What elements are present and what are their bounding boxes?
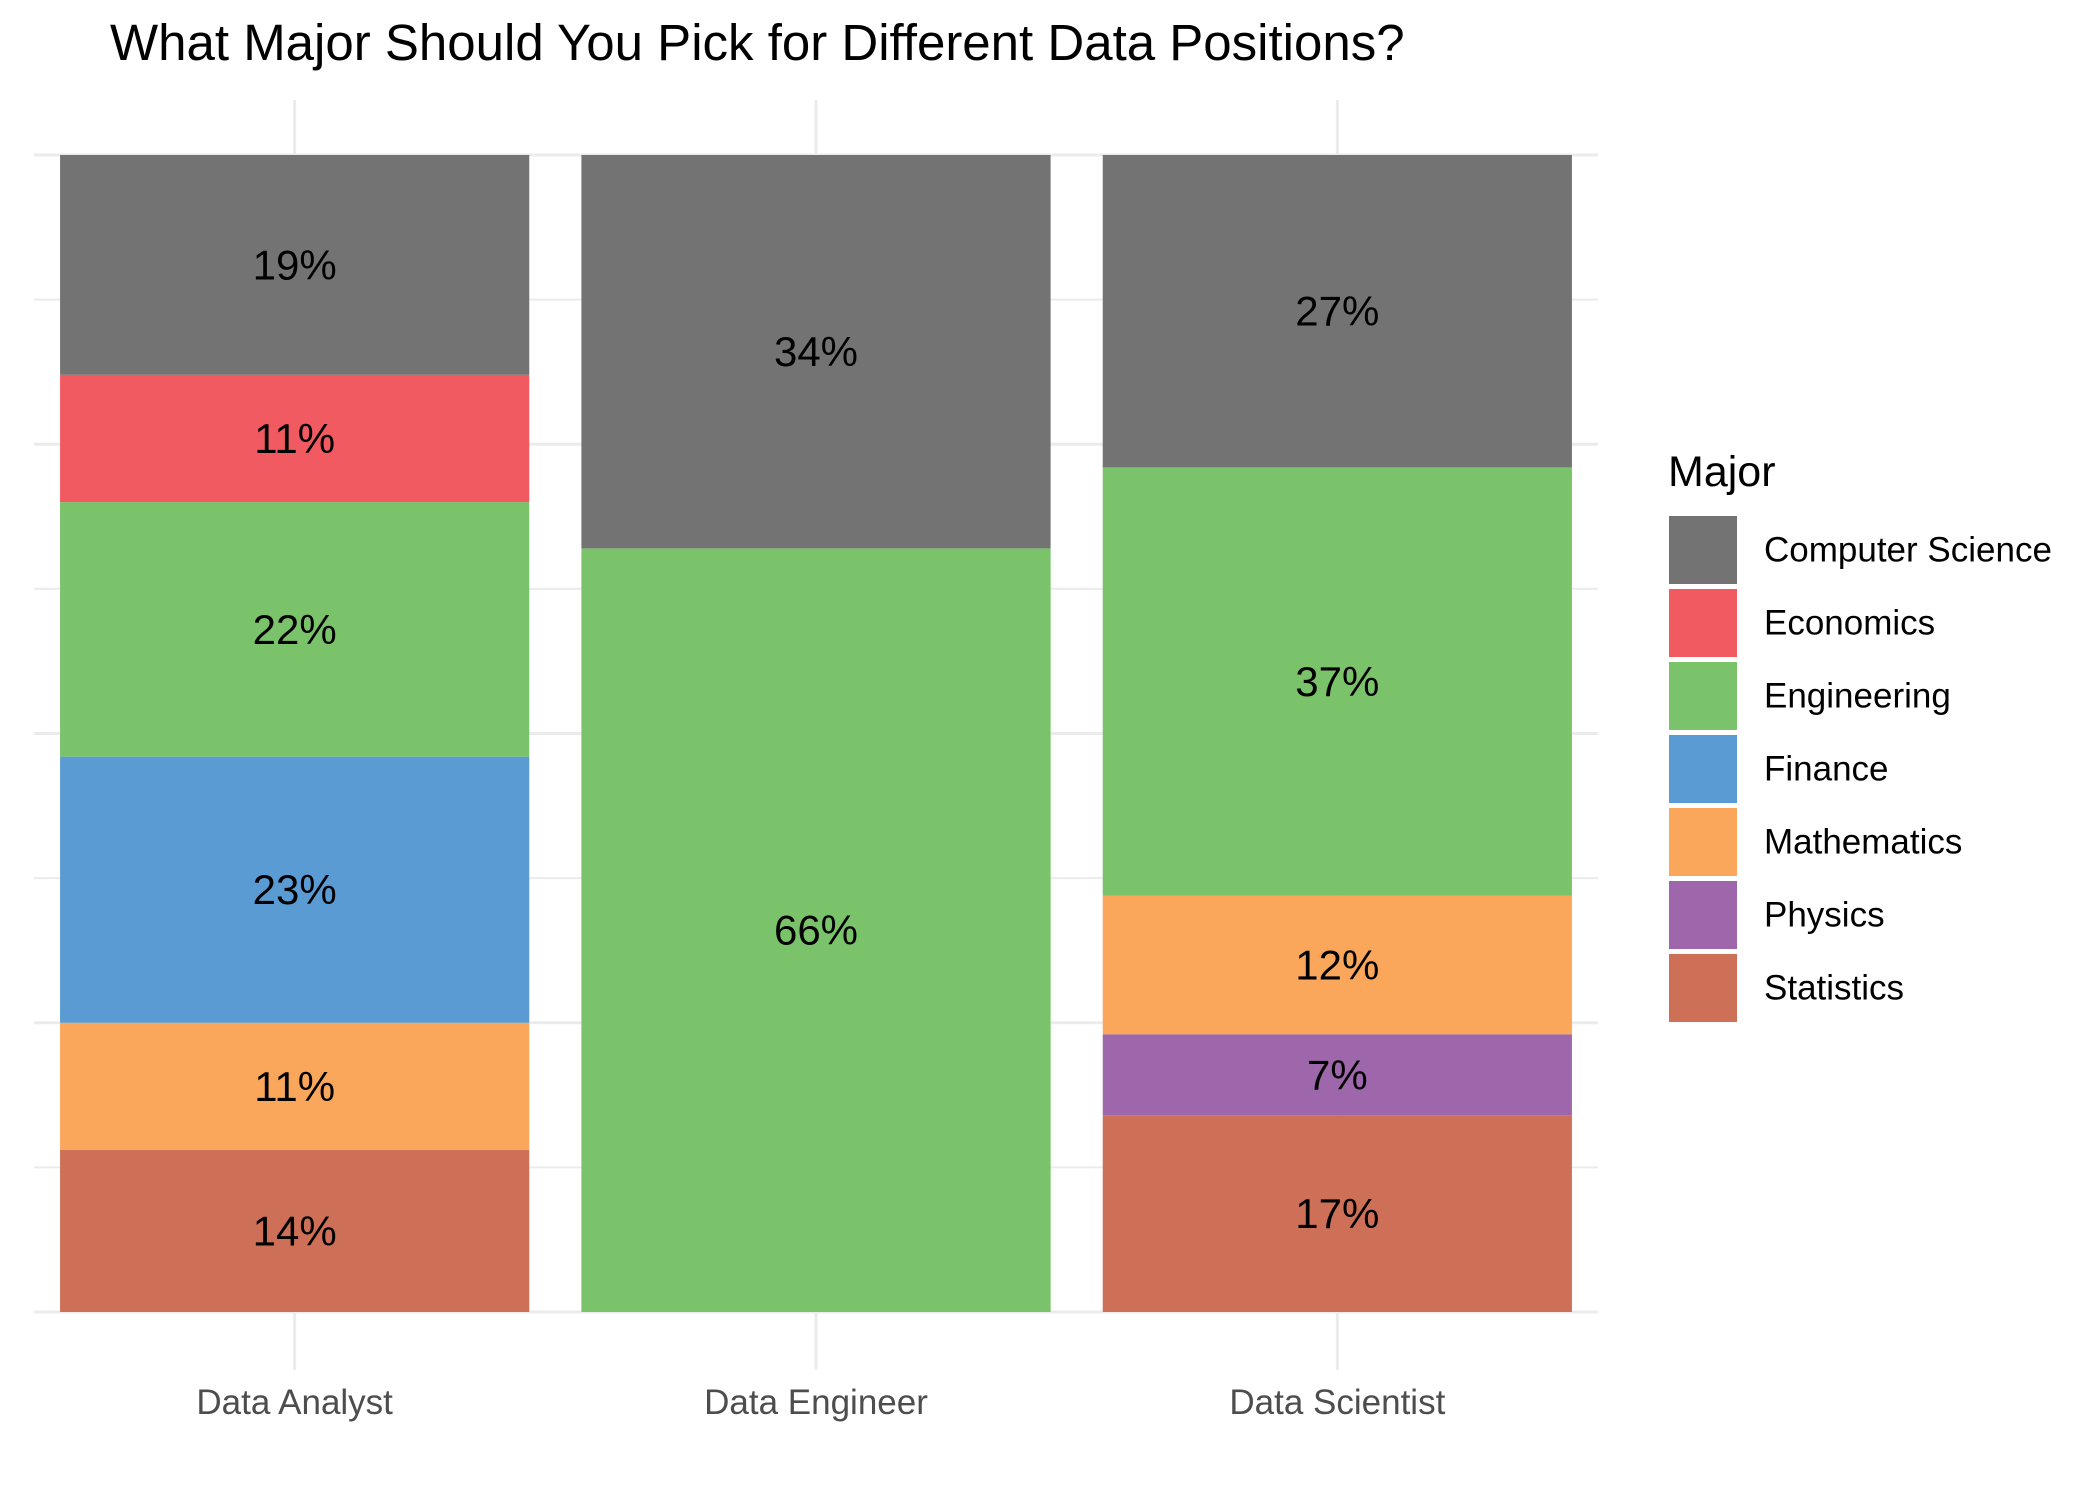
bars-layer	[60, 155, 1572, 1312]
legend-key-finance	[1669, 735, 1737, 803]
segment-labels-layer: 14% 11% 23% 22% 11% 19% 66% 34% 17% 7% 12% 37% 27%	[253, 241, 1380, 1254]
legend-label-engineering: Engineering	[1764, 677, 1951, 716]
x-tick-label-data-analyst: Data Analyst	[196, 1383, 393, 1422]
bar-segment-data-analyst-finance	[60, 756, 530, 1023]
chart-title: What Major Should You Pick for Different…	[110, 14, 1405, 71]
bar-segment-data-scientist-computer-science	[1102, 155, 1572, 468]
legend-label-computer-science: Computer Science	[1764, 531, 2052, 570]
data-label-data-analyst-computer-science: 19%	[253, 241, 337, 288]
legend-key-statistics	[1669, 954, 1737, 1022]
data-label-data-scientist-statistics: 17%	[1295, 1190, 1379, 1237]
bar-segment-data-scientist-physics	[1102, 1034, 1572, 1116]
legend: Major Computer Science Economics Engineeri…	[1668, 448, 2052, 1022]
legend-label-physics: Physics	[1764, 896, 1885, 935]
legend-key-economics	[1669, 589, 1737, 657]
data-label-data-engineer-computer-science: 34%	[774, 328, 858, 375]
data-label-data-analyst-statistics: 14%	[253, 1208, 337, 1255]
legend-key-physics	[1669, 881, 1737, 949]
bar-segment-data-engineer-engineering	[581, 548, 1051, 1312]
legend-key-mathematics	[1669, 808, 1737, 876]
data-label-data-scientist-physics: 7%	[1307, 1051, 1368, 1098]
x-tick-label-data-engineer: Data Engineer	[704, 1383, 928, 1422]
legend-key-computer-science	[1669, 516, 1737, 584]
bar-segment-data-scientist-mathematics	[1102, 895, 1572, 1035]
bar-segment-data-scientist-statistics	[1102, 1115, 1572, 1312]
data-label-data-analyst-engineering: 22%	[253, 606, 337, 653]
bar-segment-data-analyst-economics	[60, 374, 530, 503]
data-label-data-analyst-economics: 11%	[254, 415, 335, 462]
legend-label-economics: Economics	[1764, 604, 1935, 643]
legend-label-mathematics: Mathematics	[1764, 823, 1962, 862]
data-label-data-analyst-finance: 23%	[253, 866, 337, 913]
bar-segment-data-engineer-computer-science	[581, 155, 1051, 549]
data-label-data-analyst-mathematics: 11%	[254, 1063, 335, 1110]
legend-title: Major	[1668, 448, 1776, 496]
data-label-data-scientist-mathematics: 12%	[1295, 941, 1379, 988]
bar-segment-data-scientist-engineering	[1102, 467, 1572, 896]
bar-segment-data-analyst-statistics	[60, 1150, 530, 1312]
x-axis: Data Analyst Data Engineer Data Scientist	[196, 1383, 1445, 1422]
bar-segment-data-analyst-engineering	[60, 502, 530, 757]
bar-segment-data-analyst-computer-science	[60, 155, 530, 375]
legend-label-finance: Finance	[1764, 750, 1889, 789]
legend-key-engineering	[1669, 662, 1737, 730]
legend-label-statistics: Statistics	[1764, 969, 1904, 1008]
data-label-data-engineer-engineering: 66%	[774, 907, 858, 954]
data-label-data-scientist-engineering: 37%	[1295, 658, 1379, 705]
bar-segment-data-analyst-mathematics	[60, 1022, 530, 1151]
x-tick-label-data-scientist: Data Scientist	[1229, 1383, 1445, 1422]
data-label-data-scientist-computer-science: 27%	[1295, 288, 1379, 335]
